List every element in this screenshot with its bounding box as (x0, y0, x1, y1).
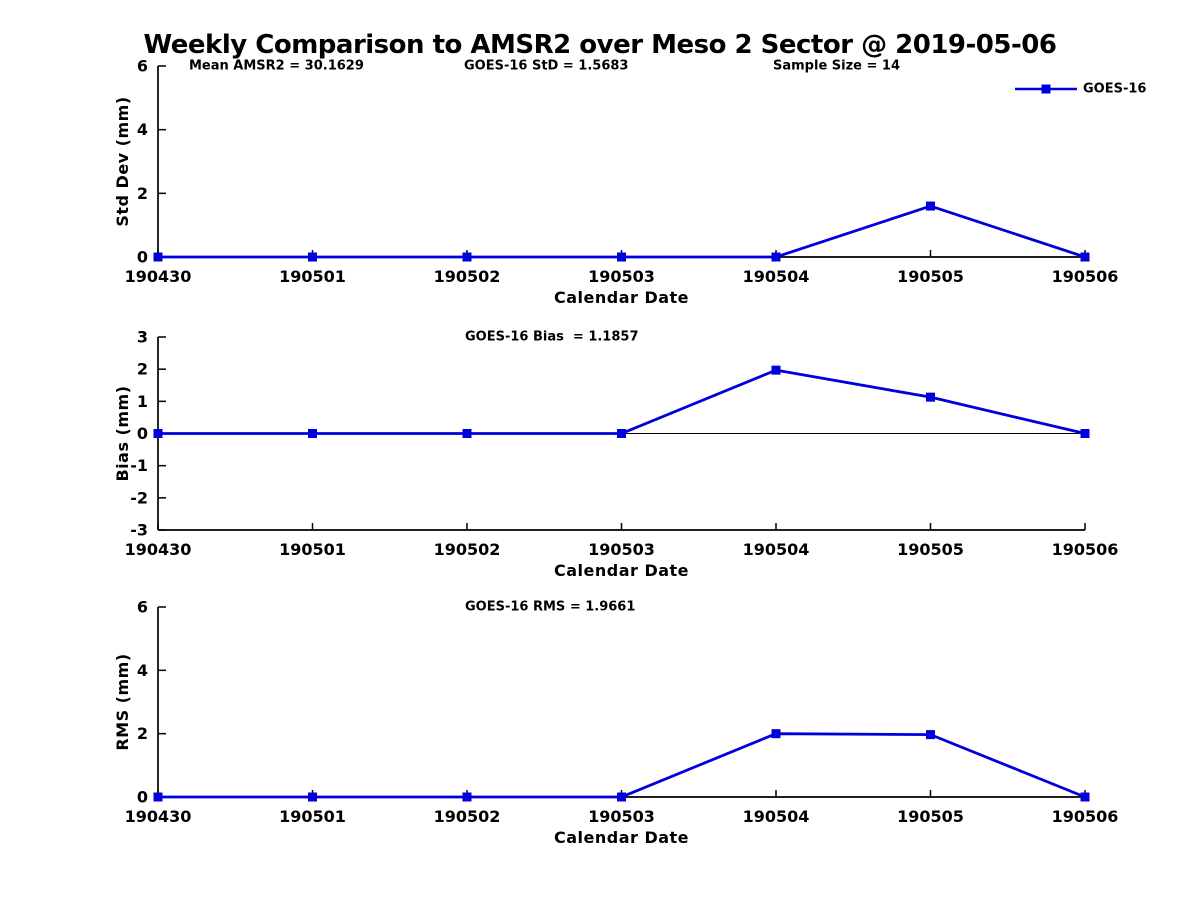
x-tick-label: 190505 (897, 540, 964, 559)
y-tick-label: 6 (137, 57, 148, 76)
stat-annotation: GOES-16 RMS = 1.9661 (465, 600, 635, 615)
series-line-goes16 (158, 732, 1086, 799)
x-tick-label: 190502 (434, 267, 501, 286)
x-tick-label: 190502 (434, 807, 501, 826)
series-line-goes16 (158, 204, 1086, 259)
y-tick-label: -1 (130, 456, 148, 475)
data-point-marker (308, 792, 317, 802)
data-point-marker (153, 792, 163, 802)
x-tick-label: 190505 (897, 267, 964, 286)
series-line-goes16 (158, 368, 1086, 435)
chart-panel-rms: 0 2 4 6 190430 190501 190502 190503 190504 190505… (113, 598, 1118, 848)
y-tick-label: 0 (137, 424, 148, 443)
y-tick-label: -3 (130, 521, 148, 540)
x-tick-label: 190506 (1052, 540, 1119, 559)
legend-marker-icon (1041, 84, 1051, 94)
x-tick-label: 190504 (743, 267, 810, 286)
chart-panel-std-dev: 0 2 4 6 190430 190501 190502 190503 190504 190505… (113, 57, 1146, 308)
stat-annotation: GOES-16 Bias = 1.1857 (465, 330, 639, 345)
figure-title: Weekly Comparison to AMSR2 over Meso 2 S… (143, 30, 1057, 60)
data-point-marker (1080, 252, 1090, 262)
data-point-marker (617, 429, 626, 438)
x-tick-label: 190430 (125, 540, 192, 559)
data-point-marker (308, 252, 317, 262)
y-axis-title: Std Dev (mm) (113, 96, 132, 226)
y-tick-label: 3 (137, 328, 148, 347)
y-tick-label: 4 (137, 120, 148, 139)
x-tick-label: 190506 (1052, 807, 1119, 826)
data-point-marker (926, 392, 935, 402)
x-tick-label: 190505 (897, 807, 964, 826)
y-tick-label: -2 (130, 488, 148, 507)
x-tick-label: 190430 (125, 807, 192, 826)
data-point-marker (771, 365, 781, 375)
stat-annotation: GOES-16 StD = 1.5683 (464, 59, 628, 74)
y-tick-label: 0 (137, 248, 148, 267)
y-tick-label: 6 (137, 598, 148, 617)
y-tick-label: 2 (137, 184, 148, 203)
data-point-marker (462, 792, 472, 802)
data-point-marker (462, 429, 472, 438)
y-tick-label: 4 (137, 661, 148, 680)
x-tick-label: 190430 (125, 267, 192, 286)
x-tick-label: 190506 (1052, 267, 1119, 286)
x-axis-title: Calendar Date (554, 828, 689, 847)
data-point-marker (771, 729, 781, 739)
x-tick-label: 190501 (279, 807, 346, 826)
y-axis-title: RMS (mm) (113, 653, 132, 750)
data-point-marker (771, 252, 781, 262)
legend-label: GOES-16 (1083, 82, 1146, 97)
x-tick-label: 190504 (743, 540, 810, 559)
y-tick-label: 2 (137, 724, 148, 743)
x-axis-title: Calendar Date (554, 561, 689, 580)
data-point-marker (617, 792, 626, 802)
chart-panel-bias: -3 -2 -1 0 1 2 3 190430 190501 190502 190503 190504… (113, 328, 1118, 581)
data-point-marker (153, 252, 163, 262)
stat-annotation: Sample Size = 14 (773, 59, 900, 74)
y-tick-label: 1 (137, 392, 148, 411)
data-point-marker (462, 252, 472, 262)
x-axis-title: Calendar Date (554, 288, 689, 307)
data-point-marker (926, 730, 935, 740)
data-point-marker (308, 429, 317, 438)
y-tick-label: 0 (137, 788, 148, 807)
x-tick-label: 190501 (279, 540, 346, 559)
x-tick-label: 190501 (279, 267, 346, 286)
data-point-marker (153, 429, 163, 438)
stat-annotation: Mean AMSR2 = 30.1629 (189, 59, 364, 74)
x-tick-label: 190504 (743, 807, 810, 826)
y-tick-label: 2 (137, 360, 148, 379)
x-tick-label: 190503 (588, 540, 655, 559)
x-tick-label: 190502 (434, 540, 501, 559)
data-point-marker (1080, 429, 1090, 438)
y-axis-title: Bias (mm) (113, 385, 132, 481)
legend: GOES-16 (1015, 82, 1146, 97)
data-point-marker (926, 201, 935, 211)
x-tick-label: 190503 (588, 267, 655, 286)
data-point-marker (1080, 792, 1090, 802)
x-tick-label: 190503 (588, 807, 655, 826)
data-point-marker (617, 252, 626, 262)
